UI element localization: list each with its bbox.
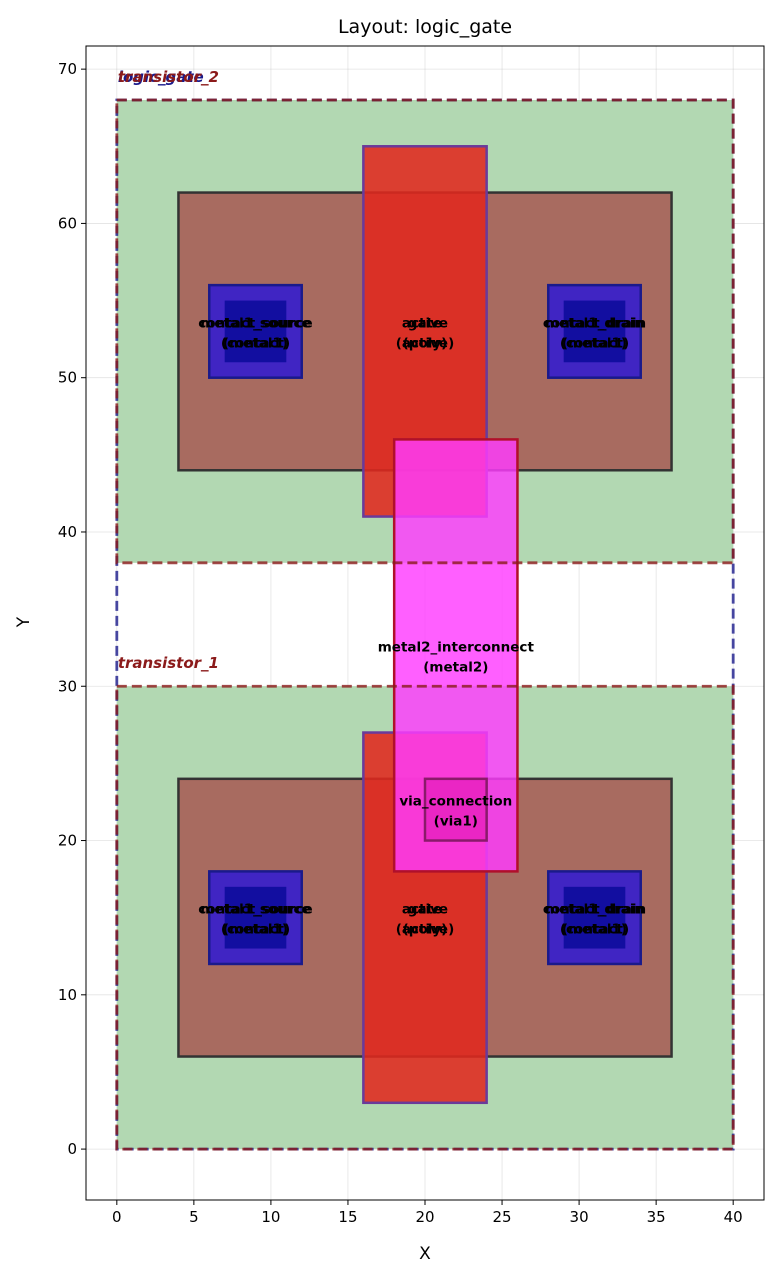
shape-label: gate (poly)	[403, 902, 448, 938]
layer-shapes	[116, 99, 734, 1150]
shape-label: active (active)	[396, 902, 455, 938]
contact-source-top-inner-shape	[224, 300, 287, 363]
cell-outline-transistor_2	[115, 98, 735, 565]
cell-label-logic_gate: logic_gate	[118, 68, 204, 86]
x-tick-label: 40	[724, 1208, 743, 1226]
x-tick-label: 15	[338, 1208, 357, 1226]
shape-labels: contact_source (contact)metal1_source (met…	[198, 315, 646, 937]
x-tick-label: 20	[415, 1208, 434, 1226]
x-axis-ticks: 0 5 10 15 20 25 30 35 40	[112, 1200, 743, 1226]
y-tick-label: 20	[58, 832, 77, 850]
contact-drain-top-inner-shape	[563, 300, 626, 363]
cell-outline-transistor_1	[115, 684, 735, 1151]
y-tick-label: 40	[58, 523, 77, 541]
shape-label: contact_drain (contact)	[543, 315, 646, 351]
shape-label: active (active)	[396, 315, 455, 351]
shape-label: contact_source (contact)	[198, 315, 312, 351]
y-axis-ticks: 0 10 20 30 40 50 60 70	[58, 60, 86, 1158]
x-tick-label: 35	[647, 1208, 666, 1226]
shape-label: metal1_source (metal1)	[200, 902, 310, 938]
x-tick-label: 5	[189, 1208, 199, 1226]
x-tick-label: 10	[261, 1208, 280, 1226]
y-tick-label: 60	[58, 214, 77, 232]
chart-title: Layout: logic_gate	[338, 16, 512, 38]
cell-label-transistor_2: transistor_2	[118, 68, 219, 86]
contact-source-bottom-inner-shape	[224, 886, 287, 949]
x-tick-label: 30	[570, 1208, 589, 1226]
x-tick-label: 25	[492, 1208, 511, 1226]
x-axis-label: X	[419, 1244, 431, 1264]
shape-label: metal2_interconnect (metal2)	[378, 639, 535, 675]
shape-label: metal1_source (metal1)	[200, 315, 310, 351]
cell-label-transistor_1: transistor_1	[118, 654, 219, 672]
cell-outlines: logic_gate transistor_1 transistor_2	[115, 68, 735, 1151]
contact-drain-bottom-inner-shape	[563, 886, 626, 949]
y-axis-label: Y	[14, 616, 34, 628]
y-tick-label: 70	[58, 60, 77, 78]
y-tick-label: 50	[58, 369, 77, 387]
shape-label: gate (poly)	[403, 315, 448, 351]
shape-label: metal1_drain (metal1)	[545, 315, 644, 351]
y-tick-label: 10	[58, 986, 77, 1004]
x-tick-label: 0	[112, 1208, 122, 1226]
via-connection-shape	[423, 777, 488, 842]
shape-label: metal1_drain (metal1)	[545, 902, 644, 938]
shape-label: via_connection (via1)	[399, 794, 512, 830]
y-tick-label: 30	[58, 677, 77, 695]
shape-label: contact_drain (contact)	[543, 902, 646, 938]
y-tick-label: 0	[67, 1140, 77, 1158]
shape-label: contact_source (contact)	[198, 902, 312, 938]
